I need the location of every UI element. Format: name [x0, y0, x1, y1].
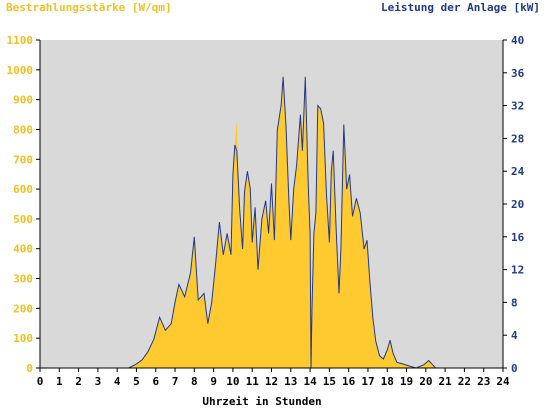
x-tick-label: 12: [265, 375, 278, 388]
irradiance-area: [128, 69, 436, 369]
y-left-tick-label: 900: [13, 94, 33, 107]
x-tick-label: 8: [191, 375, 198, 388]
y-left-tick-label: 500: [13, 213, 33, 226]
y-right-tick-label: 20: [511, 198, 524, 211]
y-right-tick-label: 40: [511, 34, 524, 47]
x-tick-label: 10: [226, 375, 239, 388]
y-right-tick-label: 16: [511, 231, 525, 244]
x-tick-label: 4: [114, 375, 121, 388]
y-right-tick-label: 32: [511, 100, 524, 113]
y-left-tick-label: 600: [13, 183, 33, 196]
x-tick-label: 21: [439, 375, 453, 388]
y-left-tick-label: 800: [13, 123, 33, 136]
x-tick-label: 3: [95, 375, 102, 388]
x-tick-label: 16: [342, 375, 356, 388]
y-left-tick-label: 0: [26, 362, 33, 375]
x-axis-title: Uhrzeit in Stunden: [202, 395, 321, 408]
x-tick-label: 20: [419, 375, 432, 388]
x-tick-label: 1: [56, 375, 63, 388]
x-tick-label: 24: [496, 375, 510, 388]
y-right-tick-label: 36: [511, 67, 525, 80]
y-right-tick-label: 8: [511, 296, 518, 309]
y-right-tick-label: 4: [511, 329, 518, 342]
power-line: [128, 76, 436, 369]
x-tick-label: 11: [246, 375, 260, 388]
x-tick-label: 15: [323, 375, 336, 388]
right-axis-title: Leistung der Anlage [kW]: [381, 1, 540, 14]
x-tick-label: 17: [361, 375, 374, 388]
left-axis-title: Bestrahlungsstärke [W/qm]: [6, 1, 172, 14]
y-left-tick-label: 1100: [7, 34, 34, 47]
y-right-tick-label: 12: [511, 264, 524, 277]
y-left-tick-label: 300: [13, 273, 33, 286]
x-tick-label: 2: [75, 375, 82, 388]
x-tick-label: 13: [284, 375, 297, 388]
y-left-tick-label: 700: [13, 153, 33, 166]
x-tick-label: 0: [37, 375, 44, 388]
y-right-tick-label: 0: [511, 362, 518, 375]
x-tick-label: 19: [400, 375, 413, 388]
y-left-tick-label: 1000: [7, 64, 34, 77]
y-right-tick-label: 28: [511, 132, 524, 145]
x-tick-label: 23: [477, 375, 490, 388]
x-tick-label: 9: [210, 375, 217, 388]
x-tick-label: 18: [381, 375, 394, 388]
x-tick-label: 5: [133, 375, 140, 388]
y-left-tick-label: 400: [13, 243, 33, 256]
y-left-tick-label: 200: [13, 302, 33, 315]
x-tick-label: 22: [458, 375, 471, 388]
x-tick-label: 6: [152, 375, 159, 388]
y-left-tick-label: 100: [13, 332, 33, 345]
x-tick-label: 7: [172, 375, 179, 388]
y-right-tick-label: 24: [511, 165, 525, 178]
x-tick-label: 14: [303, 375, 317, 388]
